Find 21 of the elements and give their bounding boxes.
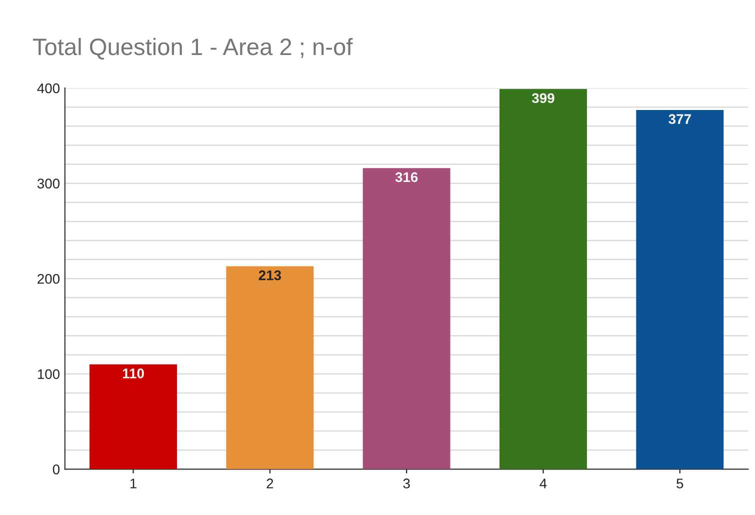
- data-label: 377: [668, 114, 691, 124]
- x-tick-label: 5: [676, 478, 684, 488]
- y-tick-label: 0: [52, 464, 60, 474]
- x-tick-label: 2: [266, 478, 274, 488]
- data-label: 213: [258, 270, 281, 280]
- bar: [226, 266, 314, 470]
- bar: [636, 110, 724, 470]
- data-label: 110: [122, 368, 144, 378]
- y-tick-label: 100: [38, 369, 60, 380]
- x-tick-label: 1: [130, 478, 136, 488]
- bar: [90, 364, 177, 470]
- chart-title: Total Question 1 - Area 2 ; n-of: [32, 38, 353, 60]
- y-tick-label: 200: [38, 274, 60, 284]
- bar: [362, 168, 450, 470]
- y-tick-label: 400: [37, 83, 60, 94]
- data-label: 316: [395, 172, 418, 182]
- x-tick-label: 3: [403, 478, 410, 488]
- y-tick-label: 300: [37, 178, 60, 189]
- x-tick-label: 4: [540, 478, 547, 488]
- bar: [499, 89, 587, 470]
- data-label: 399: [532, 93, 554, 104]
